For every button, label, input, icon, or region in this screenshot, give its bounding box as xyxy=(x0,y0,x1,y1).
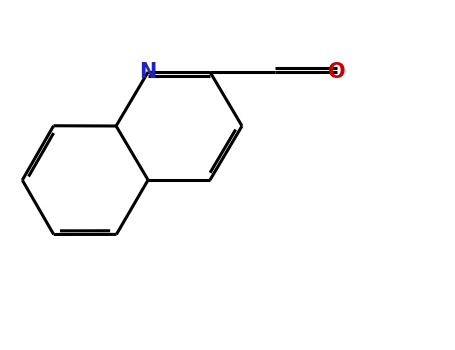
Text: N: N xyxy=(139,62,157,82)
Text: O: O xyxy=(328,62,346,82)
